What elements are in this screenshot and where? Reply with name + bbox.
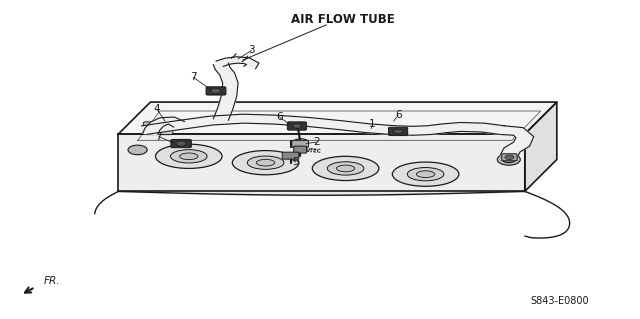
FancyBboxPatch shape xyxy=(143,122,173,135)
FancyBboxPatch shape xyxy=(292,140,308,147)
Ellipse shape xyxy=(180,153,198,160)
FancyBboxPatch shape xyxy=(287,122,307,130)
Ellipse shape xyxy=(170,150,207,163)
Ellipse shape xyxy=(407,167,444,181)
Circle shape xyxy=(505,155,514,160)
Ellipse shape xyxy=(257,160,275,166)
Polygon shape xyxy=(118,102,557,134)
Text: AIR FLOW TUBE: AIR FLOW TUBE xyxy=(291,13,394,26)
Ellipse shape xyxy=(337,165,355,172)
Text: VTEC: VTEC xyxy=(306,148,321,153)
Polygon shape xyxy=(141,114,505,135)
Text: 5: 5 xyxy=(292,157,299,167)
FancyBboxPatch shape xyxy=(502,154,517,161)
Text: 1: 1 xyxy=(369,119,376,130)
Text: 3: 3 xyxy=(248,45,255,56)
Circle shape xyxy=(292,124,301,128)
FancyBboxPatch shape xyxy=(206,87,226,95)
Ellipse shape xyxy=(232,151,299,175)
Text: 6: 6 xyxy=(276,112,283,122)
Text: 7: 7 xyxy=(190,72,196,82)
Text: FR.: FR. xyxy=(44,276,60,286)
FancyBboxPatch shape xyxy=(294,146,307,153)
Ellipse shape xyxy=(247,156,284,169)
Circle shape xyxy=(128,145,147,155)
Polygon shape xyxy=(525,102,557,191)
Polygon shape xyxy=(216,57,259,69)
Text: S843-E0800: S843-E0800 xyxy=(531,296,589,307)
Polygon shape xyxy=(232,54,248,62)
Circle shape xyxy=(394,129,403,134)
Text: 2: 2 xyxy=(314,137,320,147)
Polygon shape xyxy=(213,63,238,120)
FancyBboxPatch shape xyxy=(388,127,408,136)
Text: H: H xyxy=(156,126,161,131)
Circle shape xyxy=(211,88,221,93)
Circle shape xyxy=(497,154,520,165)
Text: 4: 4 xyxy=(154,104,160,114)
Ellipse shape xyxy=(156,144,222,168)
Polygon shape xyxy=(118,134,525,191)
Ellipse shape xyxy=(312,156,379,181)
Text: 6: 6 xyxy=(395,110,401,121)
Ellipse shape xyxy=(417,171,435,177)
Polygon shape xyxy=(500,126,534,157)
Ellipse shape xyxy=(392,162,459,186)
Text: 7: 7 xyxy=(156,131,162,142)
Circle shape xyxy=(176,141,186,146)
FancyBboxPatch shape xyxy=(171,139,191,148)
Ellipse shape xyxy=(327,162,364,175)
Circle shape xyxy=(502,156,515,163)
Polygon shape xyxy=(143,117,184,135)
FancyBboxPatch shape xyxy=(282,152,299,159)
Circle shape xyxy=(293,139,308,146)
